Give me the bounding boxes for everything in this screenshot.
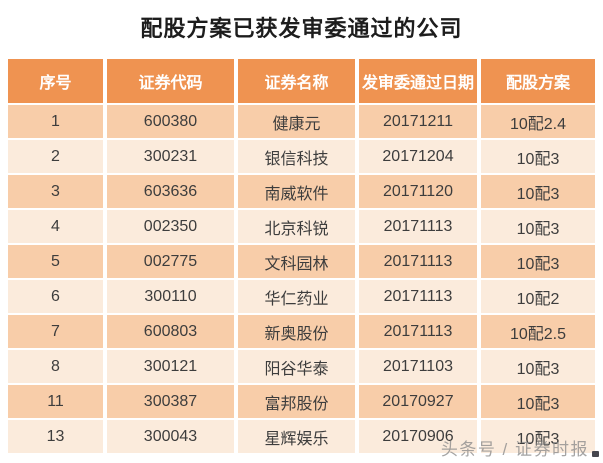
table-row: 4 002350 北京科锐 20171113 10配3	[8, 210, 595, 243]
cell-seq: 7	[8, 315, 103, 348]
table-row: 13 300043 星辉娱乐 20170906 10配3	[8, 420, 595, 453]
table-body: 1 600380 健康元 20171211 10配2.4 2 300231 银信科技 20171…	[8, 105, 595, 453]
cell-code: 600803	[107, 315, 234, 348]
column-header-plan: 配股方案	[481, 59, 595, 103]
cell-plan: 10配3	[481, 245, 595, 278]
header-row: 序号 证券代码 证券名称 发审委通过日期 配股方案	[8, 59, 595, 103]
cell-plan: 10配3	[481, 420, 595, 453]
cell-date: 20170927	[359, 385, 477, 418]
column-header-name: 证券名称	[238, 59, 355, 103]
cell-plan: 10配3	[481, 350, 595, 383]
cell-plan: 10配2	[481, 280, 595, 313]
cell-name: 北京科锐	[238, 210, 355, 243]
cell-name: 银信科技	[238, 140, 355, 173]
cell-date: 20170906	[359, 420, 477, 453]
cell-code: 300110	[107, 280, 234, 313]
table-row: 2 300231 银信科技 20171204 10配3	[8, 140, 595, 173]
table-row: 8 300121 阳谷华泰 20171103 10配3	[8, 350, 595, 383]
cell-code: 300231	[107, 140, 234, 173]
cell-date: 20171113	[359, 315, 477, 348]
cell-plan: 10配3	[481, 175, 595, 208]
table-row: 7 600803 新奥股份 20171113 10配2.5	[8, 315, 595, 348]
table-row: 3 603636 南威软件 20171120 10配3	[8, 175, 595, 208]
rights-issue-table: 序号 证券代码 证券名称 发审委通过日期 配股方案 1 600380 健康元 20171211…	[4, 57, 599, 455]
cell-seq: 4	[8, 210, 103, 243]
cell-code: 300387	[107, 385, 234, 418]
cell-seq: 6	[8, 280, 103, 313]
cell-seq: 2	[8, 140, 103, 173]
cell-code: 300043	[107, 420, 234, 453]
cell-name: 健康元	[238, 105, 355, 138]
table-row: 11 300387 富邦股份 20170927 10配3	[8, 385, 595, 418]
cell-name: 文科园林	[238, 245, 355, 278]
cell-code: 002775	[107, 245, 234, 278]
cell-seq: 1	[8, 105, 103, 138]
cell-seq: 13	[8, 420, 103, 453]
cell-name: 新奥股份	[238, 315, 355, 348]
cell-date: 20171211	[359, 105, 477, 138]
cell-plan: 10配2.4	[481, 105, 595, 138]
cell-name: 南威软件	[238, 175, 355, 208]
cell-date: 20171103	[359, 350, 477, 383]
column-header-seq: 序号	[8, 59, 103, 103]
cell-name: 星辉娱乐	[238, 420, 355, 453]
cell-date: 20171113	[359, 245, 477, 278]
page-title: 配股方案已获发审委通过的公司	[140, 16, 463, 41]
cell-name: 华仁药业	[238, 280, 355, 313]
cell-date: 20171113	[359, 210, 477, 243]
cell-seq: 11	[8, 385, 103, 418]
table-row: 6 300110 华仁药业 20171113 10配2	[8, 280, 595, 313]
column-header-code: 证券代码	[107, 59, 234, 103]
cell-name: 富邦股份	[238, 385, 355, 418]
cell-name: 阳谷华泰	[238, 350, 355, 383]
cell-seq: 8	[8, 350, 103, 383]
cell-seq: 3	[8, 175, 103, 208]
cell-seq: 5	[8, 245, 103, 278]
table-row: 1 600380 健康元 20171211 10配2.4	[8, 105, 595, 138]
cell-date: 20171204	[359, 140, 477, 173]
cell-plan: 10配3	[481, 140, 595, 173]
column-header-date: 发审委通过日期	[359, 59, 477, 103]
cell-code: 600380	[107, 105, 234, 138]
cell-code: 002350	[107, 210, 234, 243]
cell-plan: 10配2.5	[481, 315, 595, 348]
cell-plan: 10配3	[481, 210, 595, 243]
cell-date: 20171113	[359, 280, 477, 313]
cell-code: 300121	[107, 350, 234, 383]
table-row: 5 002775 文科园林 20171113 10配3	[8, 245, 595, 278]
cell-code: 603636	[107, 175, 234, 208]
cell-plan: 10配3	[481, 385, 595, 418]
cell-date: 20171120	[359, 175, 477, 208]
